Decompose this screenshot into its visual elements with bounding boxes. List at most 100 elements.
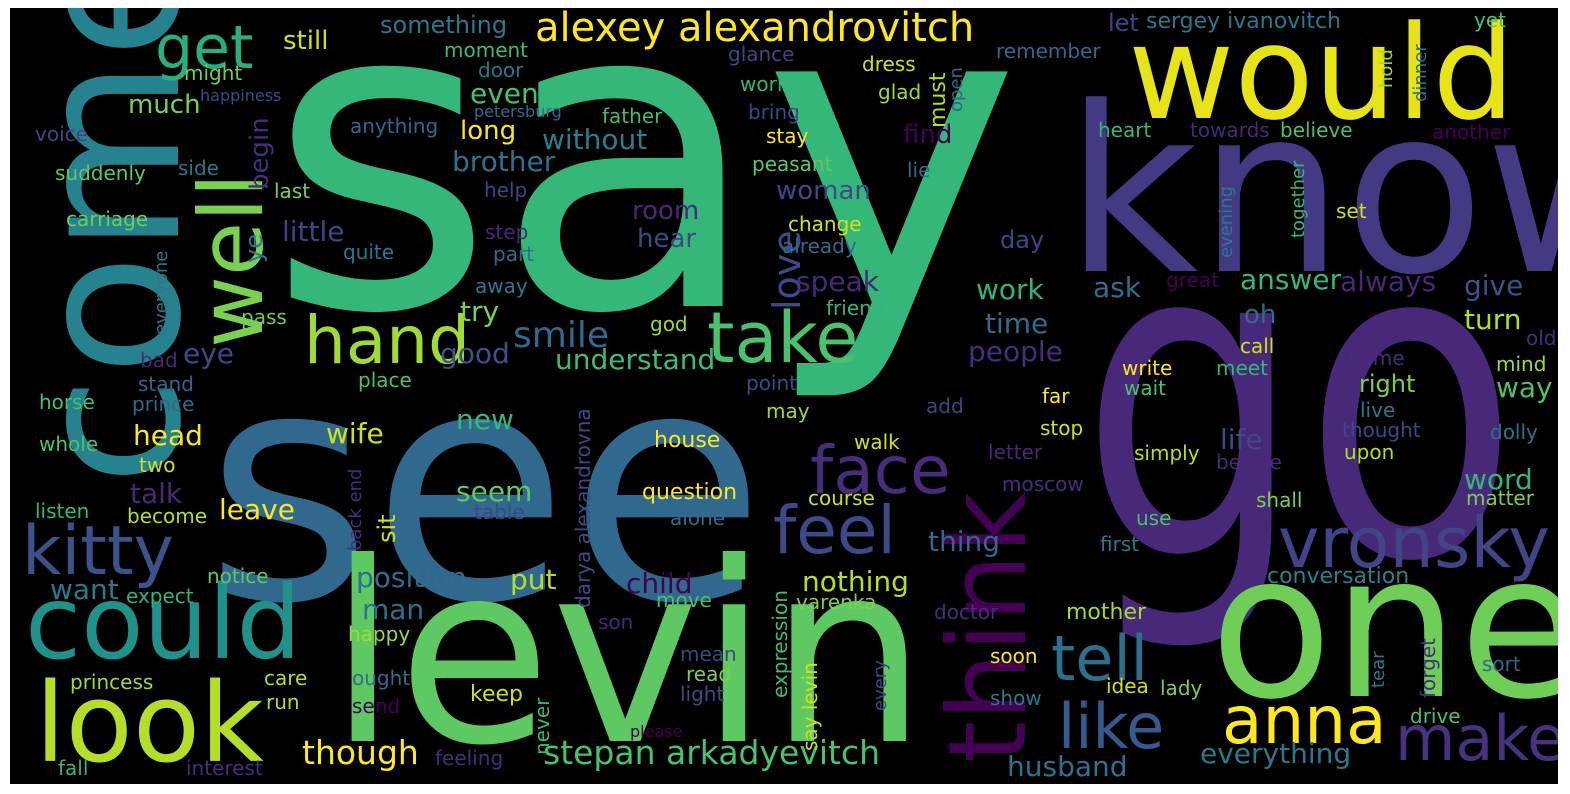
word-mother: mother xyxy=(1066,600,1147,625)
word-soon: soon xyxy=(990,644,1038,668)
word-husband: husband xyxy=(1007,750,1128,783)
word-idea: idea xyxy=(1106,674,1149,698)
word-son: son xyxy=(598,610,634,634)
word-table: table xyxy=(474,500,525,524)
word-horse: horse xyxy=(39,390,95,414)
word-god: god xyxy=(650,312,688,336)
word-might: might xyxy=(184,61,243,85)
word-ought: ought xyxy=(352,666,411,690)
word-find: find xyxy=(903,120,953,150)
word-thing: thing xyxy=(928,525,1001,558)
word-call: call xyxy=(1240,334,1275,358)
word-every: every xyxy=(870,660,891,711)
word-stand: stand xyxy=(138,372,194,396)
word-tell: tell xyxy=(1051,622,1148,695)
word-place: place xyxy=(358,368,412,392)
word-upon: upon xyxy=(1344,440,1395,464)
word-carriage: carriage xyxy=(66,207,149,231)
word-people: people xyxy=(968,335,1063,368)
word-everything: everything xyxy=(1200,737,1352,770)
word-wife: wife xyxy=(326,417,384,450)
word-room: room xyxy=(632,196,700,226)
word-oh: oh xyxy=(1244,300,1277,330)
word-please: please xyxy=(630,722,683,741)
word-way: way xyxy=(1496,371,1553,404)
word-new: new xyxy=(456,403,514,436)
word-sit: sit xyxy=(373,514,401,543)
word-tear: tear xyxy=(1368,651,1389,688)
word-speak: speak xyxy=(796,265,879,298)
word-right: right xyxy=(1359,370,1416,398)
word-last: last xyxy=(274,179,311,203)
word-expression: expression xyxy=(768,590,792,698)
word-man: man xyxy=(362,593,425,626)
word-expect: expect xyxy=(126,584,194,608)
word-still: still xyxy=(283,26,329,56)
word-yet: yet xyxy=(1474,8,1506,32)
word-stay: stay xyxy=(766,124,809,148)
word-forget: forget xyxy=(1416,638,1440,698)
word-interest: interest xyxy=(186,756,263,780)
word-thought: thought xyxy=(1342,418,1421,442)
word-mean: mean xyxy=(680,642,737,666)
word-glance: glance xyxy=(728,42,795,66)
word-mind: mind xyxy=(1496,352,1547,376)
word-read: read xyxy=(686,662,732,686)
word-ye: ye xyxy=(240,234,268,263)
word-say: say xyxy=(267,8,1021,408)
word-become: become xyxy=(127,504,208,528)
word-father: father xyxy=(602,104,663,128)
word-make: make xyxy=(1395,702,1558,775)
word-understand: understand xyxy=(555,343,716,376)
word-nothing: nothing xyxy=(802,565,909,598)
word-begin: begin xyxy=(245,117,275,190)
word-away: away xyxy=(475,274,528,298)
word-show: show xyxy=(990,686,1042,710)
word-old: old xyxy=(1526,326,1557,350)
word-answer: answer xyxy=(1240,263,1342,296)
word-cloud: say go see levin know come one would thi… xyxy=(10,8,1558,784)
word-could: could xyxy=(25,564,302,683)
word-beside: beside xyxy=(1216,450,1282,474)
word-great: great xyxy=(1166,268,1219,292)
word-evening: evening xyxy=(1216,185,1237,258)
word-drive: drive xyxy=(1410,704,1461,728)
word-first: first xyxy=(1100,532,1140,556)
word-try: try xyxy=(460,295,500,328)
word-talk: talk xyxy=(130,477,183,510)
word-hand: hand xyxy=(304,302,470,379)
word-position: position xyxy=(356,561,467,594)
word-woman: woman xyxy=(776,176,871,206)
word-moment: moment xyxy=(444,38,529,62)
word-would: would xyxy=(1128,8,1515,149)
word-without: without xyxy=(542,123,648,156)
word-word: word xyxy=(1464,463,1533,496)
word-hold: hold xyxy=(1376,49,1397,88)
word-home: home xyxy=(1348,346,1405,370)
word-eye: eye xyxy=(183,337,235,370)
word-together: together xyxy=(1288,160,1309,238)
word-write: write xyxy=(1122,356,1173,380)
word-world: world xyxy=(740,72,796,96)
word-shall: shall xyxy=(1256,488,1303,512)
word-voice: voice xyxy=(35,122,88,146)
word-heart: heart xyxy=(1098,118,1152,142)
word-meet: meet xyxy=(1216,356,1268,380)
word-brother: brother xyxy=(452,145,556,178)
word-live: live xyxy=(1360,398,1396,422)
word-one: one xyxy=(1210,511,1558,744)
word-remember: remember xyxy=(996,39,1101,63)
word-run: run xyxy=(266,690,300,714)
word-like: like xyxy=(1058,690,1165,763)
word-give: give xyxy=(1464,269,1524,302)
word-glad: glad xyxy=(878,80,922,104)
word-take: take xyxy=(707,297,859,379)
word-though: though xyxy=(302,733,419,772)
word-add: add xyxy=(926,394,964,418)
word-seem: seem xyxy=(456,475,533,508)
word-back-end: back end xyxy=(345,468,366,551)
word-happiness: happiness xyxy=(200,86,282,105)
word-bring: bring xyxy=(748,100,800,124)
word-notice: notice xyxy=(207,564,269,588)
word-suddenly: suddenly xyxy=(55,161,146,185)
